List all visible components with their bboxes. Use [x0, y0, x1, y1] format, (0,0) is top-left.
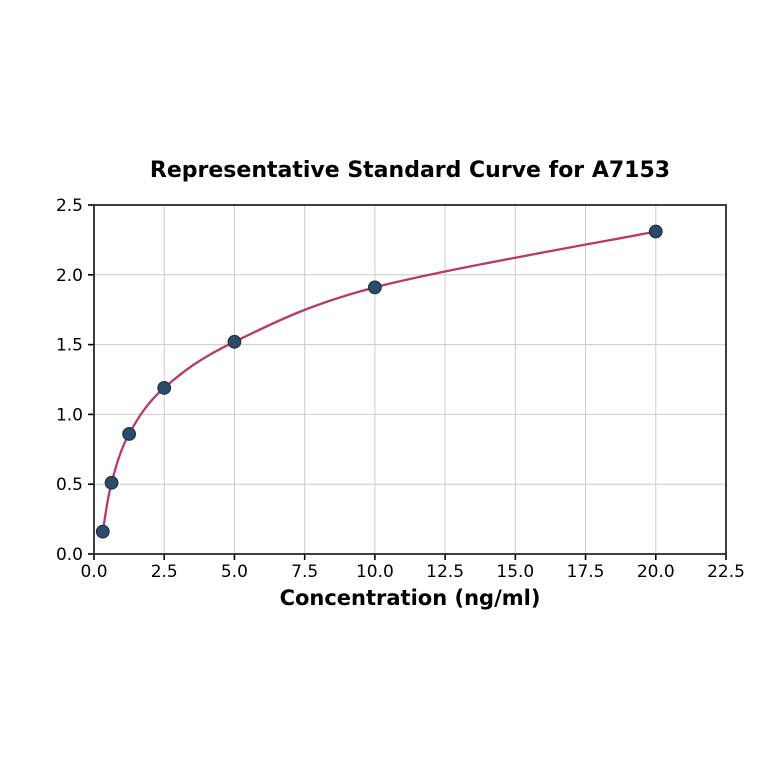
y-tick-label: 0.5	[56, 475, 83, 495]
y-tick-label: 1.0	[56, 405, 83, 425]
data-point-marker	[122, 427, 137, 441]
data-point-marker	[367, 280, 382, 295]
x-tick-label: 17.5	[567, 562, 605, 582]
x-tick-label: 10.0	[356, 562, 394, 582]
data-point-marker	[104, 475, 119, 490]
x-axis-label: Concentration (ng/ml)	[279, 586, 541, 610]
x-tick-label: 20.0	[637, 562, 675, 582]
y-tick-label: 1.5	[56, 336, 83, 356]
data-point-marker	[157, 380, 172, 395]
y-tick-label: 2.5	[56, 196, 83, 216]
x-tick-label: 7.5	[291, 562, 318, 582]
x-tick-label: 5.0	[221, 562, 248, 582]
chart-title: Representative Standard Curve for A7153	[149, 158, 671, 183]
x-tick-label: 22.5	[707, 562, 745, 582]
data-point-marker	[95, 524, 110, 539]
plot-border	[93, 204, 727, 555]
x-tick-label: 0.0	[80, 562, 107, 582]
data-point-marker	[227, 334, 242, 349]
x-tick-label: 15.0	[496, 562, 534, 582]
y-tick-label: 2.0	[56, 266, 83, 286]
standard-curve-line	[101, 230, 657, 532]
y-tick-label: 0.0	[56, 545, 83, 565]
x-tick-label: 2.5	[151, 562, 178, 582]
data-point-marker	[648, 224, 663, 239]
x-tick-label: 12.5	[426, 562, 464, 582]
